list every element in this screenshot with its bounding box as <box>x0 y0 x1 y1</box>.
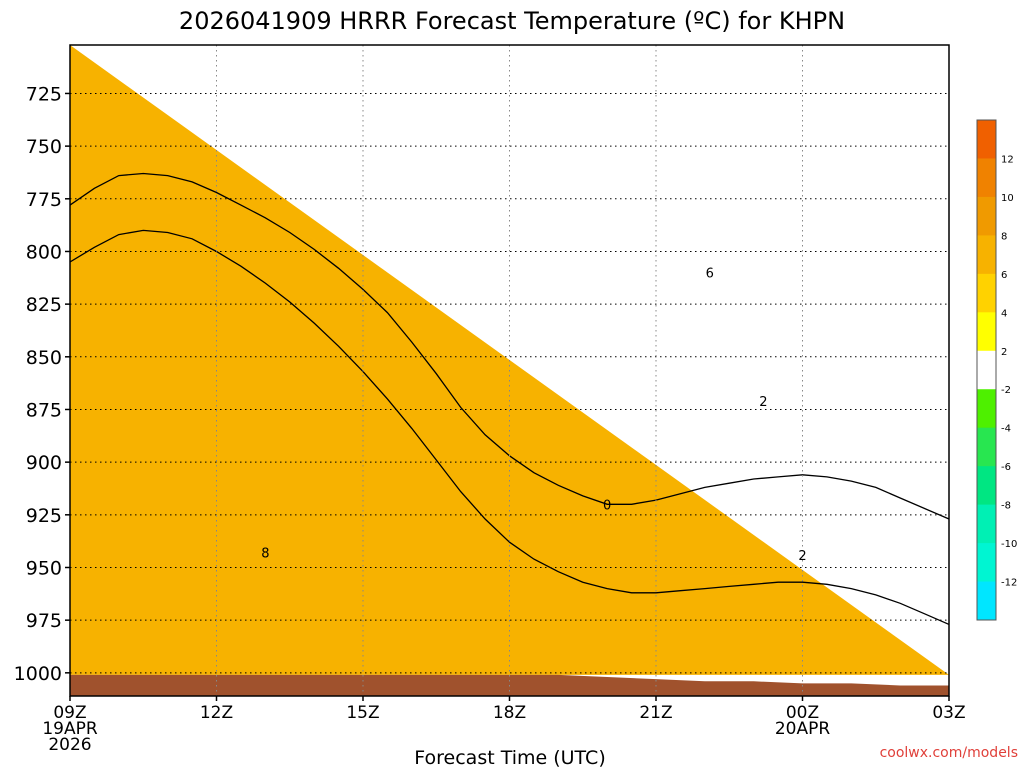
colorbar-bin-11 <box>977 543 996 583</box>
contour-label-3: 2 <box>759 395 767 410</box>
y-tick-label-725: 725 <box>26 83 62 105</box>
credit-text: coolwx.com/models <box>880 745 1018 761</box>
colorbar-label-6: -2 <box>1001 385 1011 396</box>
colorbar-bin-9 <box>977 466 996 506</box>
colorbar-bin-10 <box>977 504 996 544</box>
colorbar-bin-1 <box>977 158 996 198</box>
colorbar-label-7: -4 <box>1001 424 1011 435</box>
x-tick-label-18-0: 03Z <box>932 703 965 723</box>
x-tick-label-0-2: 2026 <box>48 735 91 755</box>
colorbar-label-2: 8 <box>1001 231 1007 242</box>
y-tick-label-775: 775 <box>26 189 62 211</box>
colorbar-bin-12 <box>977 581 996 621</box>
x-tick-label-0-0: 09Z <box>53 703 86 723</box>
colorbar-bin-0 <box>977 120 996 159</box>
x-tick-label-15-1: 20APR <box>775 719 831 739</box>
y-tick-label-975: 975 <box>26 610 62 632</box>
x-tick-label-6-0: 15Z <box>346 703 379 723</box>
y-tick-label-850: 850 <box>26 347 62 369</box>
colorbar-label-1: 10 <box>1001 193 1014 204</box>
y-tick-label-925: 925 <box>26 505 62 527</box>
y-tick-label-800: 800 <box>26 241 62 263</box>
colorbar-label-9: -8 <box>1001 501 1011 512</box>
x-tick-label-15-0: 00Z <box>786 703 819 723</box>
x-tick-label-12-0: 21Z <box>639 703 672 723</box>
contour-label-0: 8 <box>261 547 269 562</box>
colorbar-label-8: -6 <box>1001 462 1011 473</box>
y-tick-label-750: 750 <box>26 136 62 158</box>
x-axis-label: Forecast Time (UTC) <box>414 747 605 768</box>
colorbar-bin-8 <box>977 427 996 467</box>
x-tick-label-9-0: 18Z <box>493 703 526 723</box>
y-tick-label-950: 950 <box>26 557 62 579</box>
colorbar-bin-5 <box>977 312 996 352</box>
y-tick-label-875: 875 <box>26 399 62 421</box>
y-tick-label-900: 900 <box>26 452 62 474</box>
filled-region-1 <box>70 45 949 675</box>
colorbar-bin-6 <box>977 350 996 390</box>
colorbar-bin-3 <box>977 235 996 275</box>
colorbar-label-11: -12 <box>1001 578 1017 589</box>
contour-label-4: 6 <box>706 267 714 282</box>
y-tick-label-1000: 1000 <box>14 663 62 685</box>
colorbar-label-4: 4 <box>1001 308 1007 319</box>
x-tick-label-3-0: 12Z <box>200 703 233 723</box>
contour-label-2: 2 <box>798 549 806 564</box>
colorbar-bin-7 <box>977 389 996 429</box>
colorbar-label-0: 12 <box>1001 154 1014 165</box>
colorbar-bin-4 <box>977 273 996 313</box>
x-tick-label-0-1: 19APR <box>42 719 98 739</box>
colorbar-frame <box>976 119 997 621</box>
colorbar-bin-2 <box>977 196 996 236</box>
contour-label-1: 0 <box>603 498 611 513</box>
y-tick-label-825: 825 <box>26 294 62 316</box>
colorbar-label-3: 6 <box>1001 270 1007 281</box>
colorbar-label-10: -10 <box>1001 539 1017 550</box>
colorbar-label-5: 2 <box>1001 347 1007 358</box>
chart-title: 2026041909 HRRR Forecast Temperature (ºC… <box>179 7 845 35</box>
